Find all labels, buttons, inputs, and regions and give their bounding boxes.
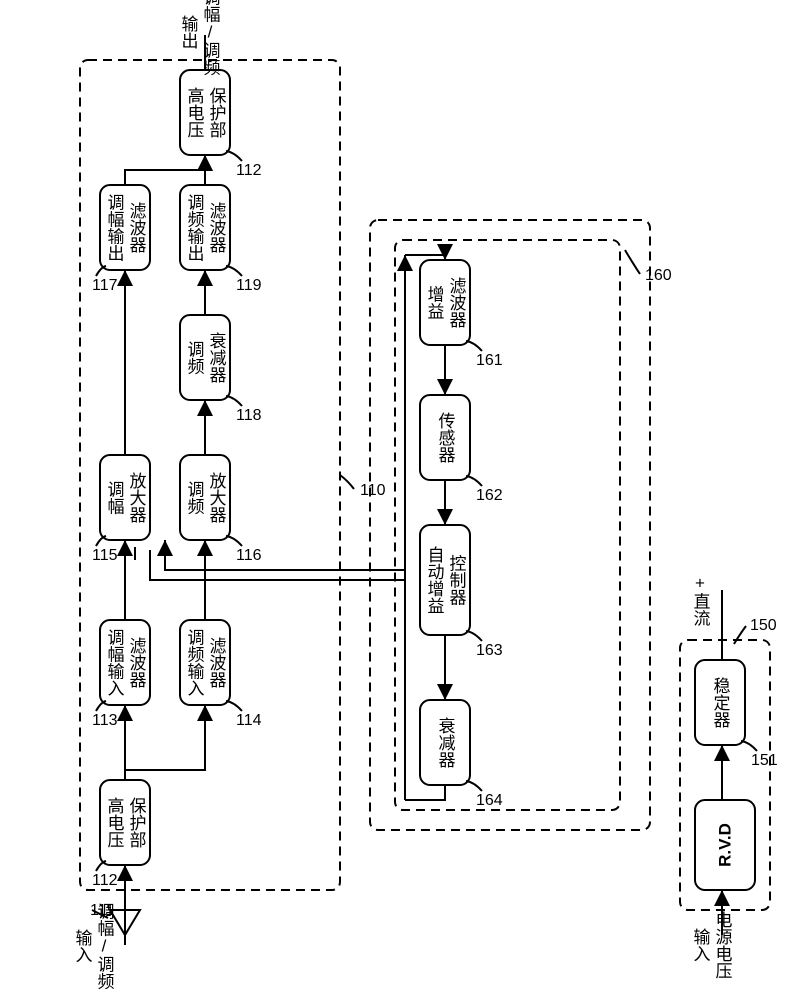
label-am_amp-1: 放大器 <box>127 472 147 523</box>
ref-am_amp: 115 <box>92 547 118 564</box>
ref-am_inf: 113 <box>92 712 118 729</box>
label-am_amp-0: 调幅 <box>105 480 125 514</box>
ref-fm_inf: 114 <box>236 712 262 729</box>
label-fm_outf-0: 调频输出 <box>185 193 205 261</box>
ref-fm_outf: 119 <box>236 277 262 294</box>
ref-160: 160 <box>645 267 672 284</box>
label-fm_inf-0: 调频输入 <box>185 628 205 696</box>
label-hv_out-1: 保护部 <box>207 87 227 138</box>
label-fm_att-1: 衰减器 <box>207 332 227 383</box>
label-fm_att-0: 调频 <box>185 340 205 374</box>
ref-110: 110 <box>360 482 386 499</box>
ref-agc: 163 <box>476 642 503 659</box>
label-sensor-0: 传感器 <box>436 412 456 463</box>
ref-fm_amp: 116 <box>236 547 262 564</box>
io-output-2: 调幅/调频 <box>201 0 221 76</box>
label-am_outf-0: 调幅输出 <box>105 193 125 261</box>
label-stab-0: 稳定器 <box>711 677 731 728</box>
label-att-0: 衰减器 <box>436 717 456 768</box>
io-input-1: 输入 <box>73 929 93 963</box>
label-am_inf-0: 调幅输入 <box>105 628 125 696</box>
label-fm_amp-0: 调频 <box>185 480 205 514</box>
label-am_inf-1: 滤波器 <box>127 637 147 688</box>
ref-hv_out: 112 <box>236 162 262 179</box>
edge-am_outf-hv_out <box>125 155 205 185</box>
label-am_outf-1: 滤波器 <box>127 202 147 253</box>
label-hv_out-0: 高电压 <box>185 87 205 138</box>
ref-gainf: 161 <box>476 352 503 369</box>
ref-att: 164 <box>476 792 503 809</box>
io-vin-2: 电源电压 <box>713 911 733 979</box>
label-hv_in-0: 高电压 <box>105 797 125 848</box>
ref-fm_att: 118 <box>236 407 262 424</box>
label-fm_outf-1: 滤波器 <box>207 202 227 253</box>
label-agc-1: 控制器 <box>447 554 467 605</box>
label-gainf-1: 滤波器 <box>447 277 467 328</box>
label-fm_inf-1: 滤波器 <box>207 637 227 688</box>
label-gainf-0: 增益 <box>425 285 445 319</box>
label-agc-0: 自动增益 <box>425 546 445 614</box>
label-rvd: R.V.D <box>716 823 735 867</box>
ref-am_outf: 117 <box>92 277 118 294</box>
ref-150: 150 <box>750 617 777 634</box>
edge-att-inner_bot <box>405 785 445 800</box>
label-hv_in-1: 保护部 <box>127 797 147 848</box>
label-fm_amp-1: 放大器 <box>207 472 227 523</box>
edge-hv_in-fm_inf <box>125 705 205 770</box>
io-dc: +直流 <box>691 574 711 627</box>
group-g160 <box>370 220 650 830</box>
io-output-1: 输出 <box>179 15 199 49</box>
io-vin-1: 输入 <box>691 928 711 962</box>
ref-sensor: 162 <box>476 487 503 504</box>
ref-hv_in: 112 <box>92 872 118 889</box>
io-input-2: 调幅/调频 <box>95 902 115 989</box>
ref-stab: 151 <box>751 752 778 769</box>
